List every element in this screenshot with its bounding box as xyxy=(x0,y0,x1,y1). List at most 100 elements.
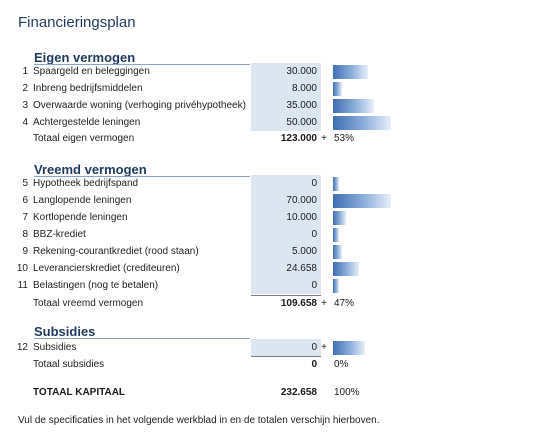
data-bar xyxy=(333,99,374,113)
value-input[interactable]: 24.658 xyxy=(251,260,321,277)
row-number: 4 xyxy=(22,117,28,128)
section-divider xyxy=(34,176,250,177)
data-bar xyxy=(333,211,346,225)
table-row: 6 Langlopende leningen 70.000 xyxy=(0,192,540,209)
grand-total-label: TOTAAL KAPITAAL xyxy=(33,387,126,398)
table-row: 12 Subsidies 0 + xyxy=(0,339,540,356)
total-label: Totaal eigen vermogen xyxy=(33,133,135,144)
row-label: Langlopende leningen xyxy=(33,195,132,206)
table-row: 7 Kortlopende leningen 10.000 xyxy=(0,209,540,226)
grand-total-percentage: 100% xyxy=(334,387,360,398)
value-input[interactable]: 50.000 xyxy=(251,114,321,131)
data-bar xyxy=(333,228,339,242)
total-percentage: 0% xyxy=(334,359,349,370)
value-input[interactable]: 35.000 xyxy=(251,97,321,114)
row-label: Achtergestelde leningen xyxy=(33,117,141,128)
data-bar xyxy=(333,65,368,79)
row-label: Kortlopende leningen xyxy=(33,212,128,223)
data-bar xyxy=(333,262,359,276)
value-input[interactable]: 10.000 xyxy=(251,209,321,226)
value-text: 50.000 xyxy=(286,117,317,128)
value-text: 35.000 xyxy=(286,100,317,111)
page-title: Financieringsplan xyxy=(18,14,136,31)
row-number: 1 xyxy=(22,66,28,77)
row-number: 2 xyxy=(22,83,28,94)
data-bar xyxy=(333,194,391,208)
row-number: 10 xyxy=(16,263,28,274)
row-label: Belastingen (nog te betalen) xyxy=(33,280,159,291)
row-label: BBZ-krediet xyxy=(33,229,86,240)
row-number: 8 xyxy=(22,229,28,240)
value-input[interactable]: 0 xyxy=(251,339,321,356)
table-row: 4 Achtergestelde leningen 50.000 xyxy=(0,114,540,131)
value-text: 30.000 xyxy=(286,66,317,77)
value-text: 5.000 xyxy=(291,246,317,257)
total-label: Totaal subsidies xyxy=(33,359,105,370)
data-bar xyxy=(333,116,391,130)
table-row: 10 Leverancierskrediet (crediteuren) 24.65… xyxy=(0,260,540,277)
row-number: 6 xyxy=(22,195,28,206)
total-value: 123.000 xyxy=(280,133,317,144)
row-label: Inbreng bedrijfsmiddelen xyxy=(33,83,143,94)
value-text: 0 xyxy=(311,178,317,189)
row-number: 3 xyxy=(22,100,28,111)
row-label: Spaargeld en beleggingen xyxy=(33,66,150,77)
table-row: 11 Belastingen (nog te betalen) 0 xyxy=(0,277,540,294)
row-number: 11 xyxy=(17,280,28,291)
value-input[interactable]: 30.000 xyxy=(251,63,321,80)
total-row-vreemd: Totaal vreemd vermogen 109.658 + 47% xyxy=(0,295,540,312)
data-bar xyxy=(333,245,342,259)
data-bar xyxy=(333,82,342,96)
value-text: 24.658 xyxy=(286,263,317,274)
total-row-subsidies: Totaal subsidies 0 0% xyxy=(0,356,540,373)
row-label: Subsidies xyxy=(33,342,77,353)
data-bar xyxy=(333,341,365,355)
table-row: 3 Overwaarde woning (verhoging privéhypot… xyxy=(0,97,540,114)
value-input[interactable]: 0 xyxy=(251,277,321,294)
value-input[interactable]: 70.000 xyxy=(251,192,321,209)
total-percentage: 53% xyxy=(334,133,355,144)
value-input[interactable]: 5.000 xyxy=(251,243,321,260)
section-title-eigen: Eigen vermogen xyxy=(34,50,136,65)
grand-total-row: TOTAAL KAPITAAL 232.658 100% xyxy=(0,384,540,401)
row-label: Hypotheek bedrijfspand xyxy=(33,178,139,189)
footer-note: Vul de specificaties in het volgende wer… xyxy=(18,415,380,426)
section-title-subsidies: Subsidies xyxy=(34,324,96,339)
grand-total-value: 232.658 xyxy=(280,387,317,398)
section-title-vreemd: Vreemd vermogen xyxy=(34,162,147,177)
row-number: 9 xyxy=(22,246,28,257)
table-row: 9 Rekening-courantkrediet (rood staan) 5.0… xyxy=(0,243,540,260)
row-number: 5 xyxy=(22,178,28,189)
total-label: Totaal vreemd vermogen xyxy=(33,298,144,309)
plus-sign: + xyxy=(321,342,327,353)
data-bar xyxy=(333,177,339,191)
table-row: 5 Hypotheek bedrijfspand 0 xyxy=(0,175,540,192)
row-label: Overwaarde woning (verhoging privéhypoth… xyxy=(33,100,246,111)
section-divider xyxy=(34,338,250,339)
row-number: 7 xyxy=(22,212,28,223)
total-value: 0 xyxy=(311,359,317,370)
row-label: Leverancierskrediet (crediteuren) xyxy=(33,263,180,274)
value-input[interactable]: 8.000 xyxy=(251,80,321,97)
value-text: 0 xyxy=(311,229,317,240)
row-number: 12 xyxy=(16,342,28,353)
data-bar xyxy=(333,279,339,293)
total-percentage: 47% xyxy=(334,298,355,309)
value-text: 70.000 xyxy=(286,195,317,206)
plus-sign: + xyxy=(321,133,327,144)
value-text: 0 xyxy=(311,280,317,291)
total-row-eigen: Totaal eigen vermogen 123.000 + 53% xyxy=(0,130,540,147)
value-input[interactable]: 0 xyxy=(251,226,321,243)
value-text: 0 xyxy=(311,342,317,353)
section-divider xyxy=(34,64,250,65)
total-rule xyxy=(251,356,321,357)
value-text: 10.000 xyxy=(286,212,317,223)
total-value: 109.658 xyxy=(280,298,317,309)
value-text: 8.000 xyxy=(291,83,317,94)
table-row: 1 Spaargeld en beleggingen 30.000 xyxy=(0,63,540,80)
value-input[interactable]: 0 xyxy=(251,175,321,192)
plus-sign: + xyxy=(321,298,327,309)
table-row: 8 BBZ-krediet 0 xyxy=(0,226,540,243)
table-row: 2 Inbreng bedrijfsmiddelen 8.000 xyxy=(0,80,540,97)
row-label: Rekening-courantkrediet (rood staan) xyxy=(33,246,199,257)
